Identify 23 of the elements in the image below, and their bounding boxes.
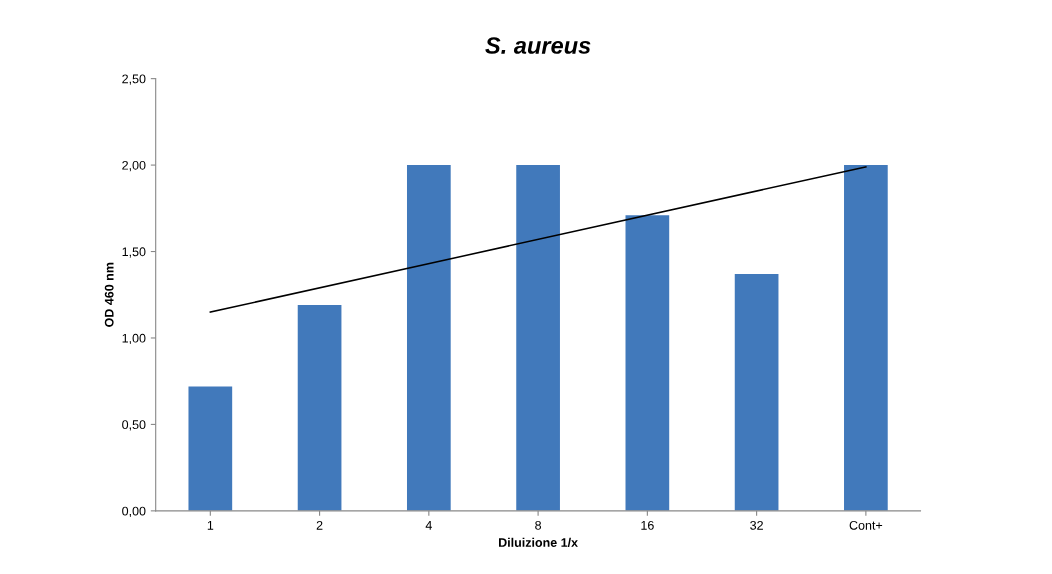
x-axis-title: Diluizione 1/x	[499, 537, 578, 548]
bar	[844, 165, 888, 511]
x-tick-label: 8	[535, 520, 542, 530]
bar	[516, 165, 560, 511]
y-tick-label: 1,00	[122, 333, 146, 345]
y-tick-label: 2,00	[122, 160, 146, 172]
y-axis-title: OD 460 nm	[104, 262, 114, 327]
bar	[188, 386, 233, 511]
x-tick-label: Cont+	[849, 520, 883, 530]
bar	[297, 305, 342, 511]
y-tick-label: 1,50	[122, 247, 146, 258]
bar	[406, 165, 451, 511]
bar	[625, 215, 670, 511]
x-tick-label: 16	[641, 520, 654, 530]
x-tick-label: 32	[750, 520, 763, 530]
x-tick-label: 4	[425, 521, 432, 530]
x-tick-label: 1	[207, 521, 214, 530]
y-tick-label: 0,00	[122, 506, 146, 517]
y-tick-label: 2,50	[122, 74, 146, 85]
chart-title: S. aureus	[485, 37, 591, 54]
bar	[734, 274, 779, 511]
x-tick-label: 2	[316, 520, 323, 530]
y-tick-label: 0,50	[122, 420, 146, 431]
